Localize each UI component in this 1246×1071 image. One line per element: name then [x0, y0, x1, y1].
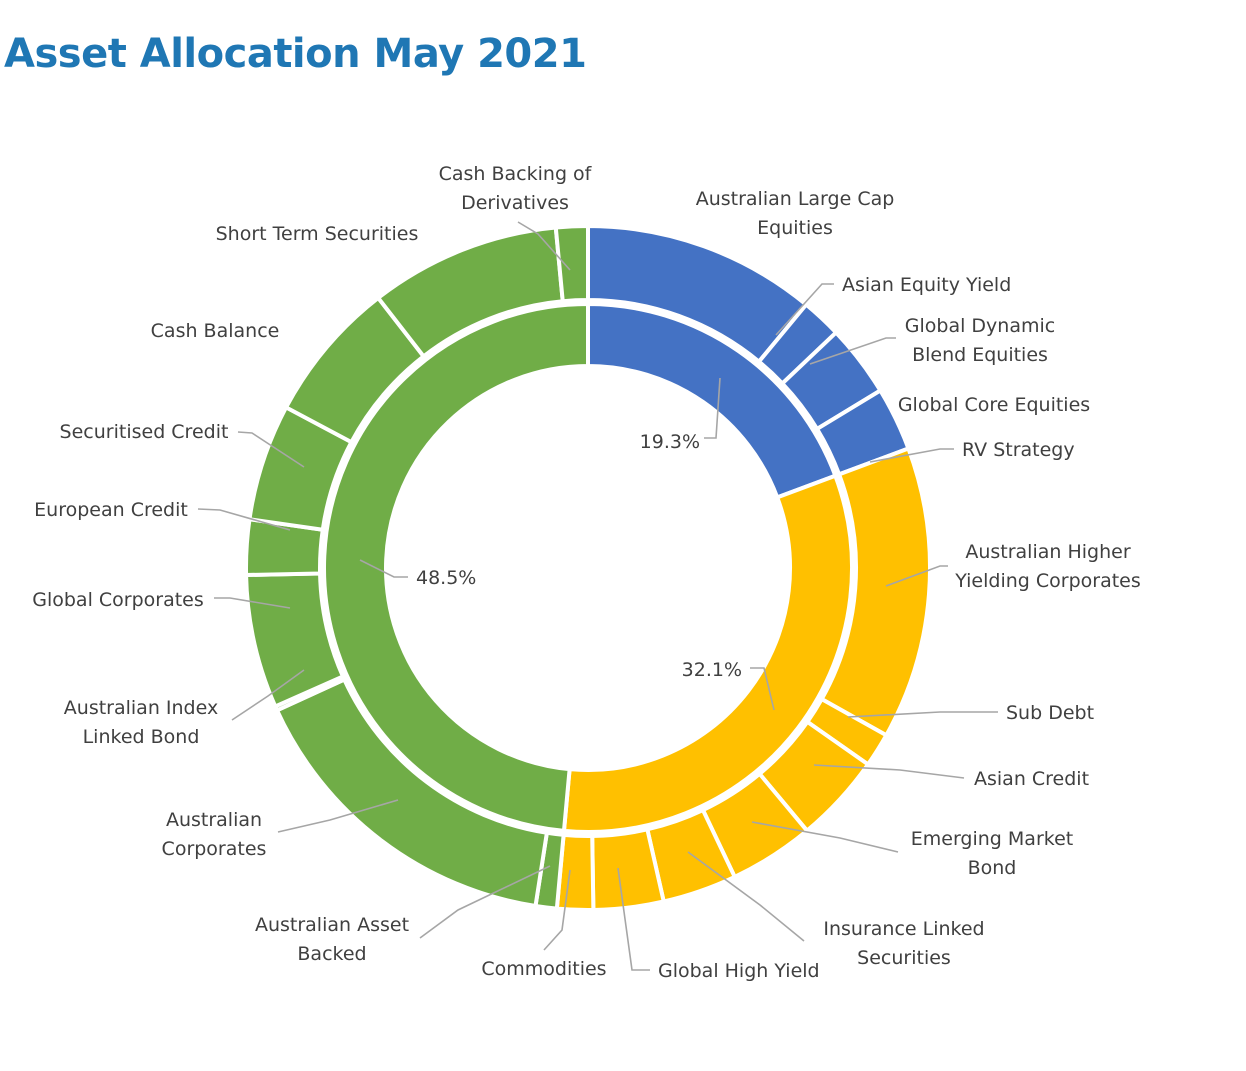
outer-label-commodities: Commodities — [481, 958, 606, 980]
outer-label-emerging-market-bond: Emerging Market Bond — [911, 828, 1073, 879]
outer-label-cash-balance: Cash Balance — [151, 320, 280, 342]
outer-label-global-corporates: Global Corporates — [32, 589, 204, 611]
outer-label-asian-credit: Asian Credit — [974, 768, 1089, 790]
outer-leader-insurance-linked-securities — [687, 851, 805, 942]
outer-label-securitised-credit: Securitised Credit — [60, 421, 229, 443]
outer-label-insurance-linked-securities: Insurance Linked Securities — [823, 918, 984, 969]
outer-leader-global-high-yield — [617, 867, 650, 971]
outer-label-australian-large-cap-equities: Australian Large Cap Equities — [696, 188, 895, 239]
outer-label-global-core-equities: Global Core Equities — [898, 394, 1090, 416]
outer-label-australian-asset-backed: Australian Asset Backed — [255, 914, 409, 965]
outer-slice-cash-backing-of-derivatives[interactable] — [553, 223, 590, 304]
outer-label-sub-debt: Sub Debt — [1006, 702, 1094, 724]
inner-slice-fixed-income[interactable] — [561, 473, 854, 834]
inner-leader-fixed-income — [750, 667, 775, 711]
outer-label-global-high-yield: Global High Yield — [658, 960, 820, 982]
outer-leader-asian-equity-yield — [775, 283, 834, 336]
inner-leader-equities — [704, 377, 721, 439]
outer-leader-global-dynamic-blend-equities — [809, 337, 896, 365]
outer-leader-cash-backing-of-derivatives — [517, 221, 571, 271]
outer-label-australian-higher-yielding-corporates: Australian Higher Yielding Corporates — [954, 541, 1141, 592]
outer-leader-asian-credit — [813, 764, 965, 779]
outer-label-australian-index-linked-bond: Australian Index Linked Bond — [64, 697, 218, 748]
inner-label-fixed-income: 32.1% — [682, 659, 742, 681]
outer-label-european-credit: European Credit — [34, 499, 188, 521]
inner-label-equities: 19.3% — [640, 431, 700, 453]
outer-leader-securitised-credit — [237, 431, 305, 468]
outer-leader-emerging-market-bond — [751, 821, 899, 853]
outer-leader-australian-higher-yielding-corporates — [885, 565, 948, 587]
outer-label-australian-corporates: Australian Corporates — [162, 809, 267, 860]
outer-leader-australian-asset-backed — [419, 865, 551, 939]
outer-leader-sub-debt — [847, 711, 998, 718]
outer-label-rv-strategy: RV Strategy — [962, 439, 1075, 461]
chart-title: Asset Allocation May 2021 — [4, 31, 587, 77]
outer-label-cash-backing-of-derivatives: Cash Backing of Derivatives — [439, 163, 593, 214]
outer-label-asian-equity-yield: Asian Equity Yield — [842, 274, 1011, 296]
outer-leader-commodities — [543, 869, 571, 951]
outer-leader-global-corporates — [214, 597, 291, 609]
inner-leader-cash-credit — [359, 559, 408, 578]
outer-label-global-dynamic-blend-equities: Global Dynamic Blend Equities — [905, 315, 1055, 366]
outer-leader-australian-corporates — [277, 799, 399, 833]
outer-leader-european-credit — [197, 508, 291, 531]
outer-label-short-term-securities: Short Term Securities — [216, 223, 419, 245]
inner-slice-cash-credit[interactable] — [322, 301, 590, 834]
outer-leader-australian-index-linked-bond — [231, 669, 305, 721]
outer-leader-rv-strategy — [869, 448, 954, 463]
inner-label-cash-credit: 48.5% — [416, 567, 476, 589]
